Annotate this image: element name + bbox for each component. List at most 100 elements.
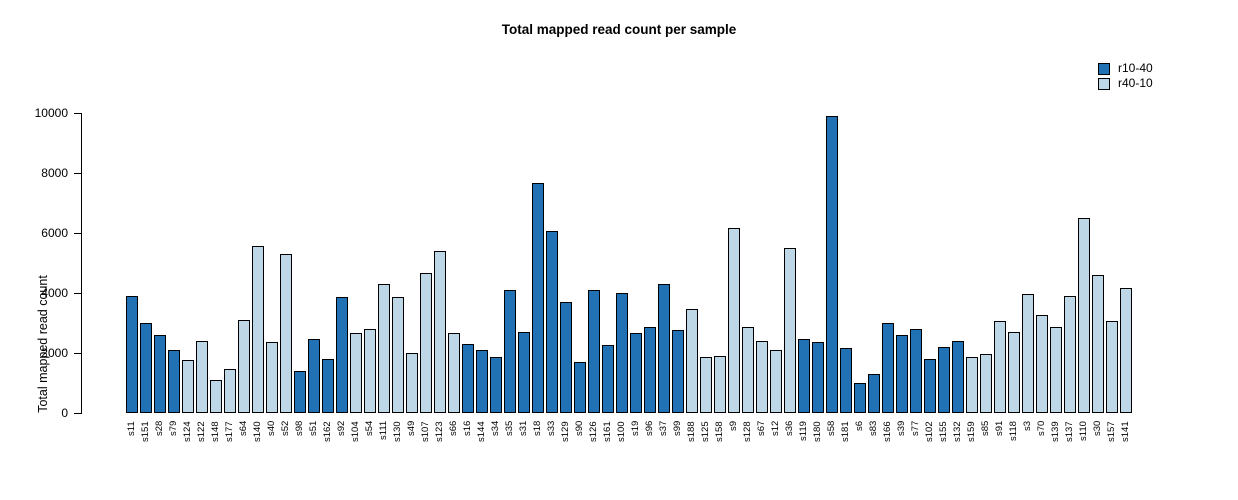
bar-cell: s51 xyxy=(307,113,321,436)
bar-cell: s157 xyxy=(1105,113,1119,442)
x-axis-label: s77 xyxy=(910,421,921,437)
x-axis-label: s180 xyxy=(812,421,823,442)
x-axis-label: s155 xyxy=(938,421,949,442)
bar-cell: s151 xyxy=(139,113,153,442)
y-tick xyxy=(74,413,81,414)
legend-item: r10-40 xyxy=(1098,61,1153,76)
x-axis-label: s83 xyxy=(868,421,879,437)
x-axis-label: s12 xyxy=(770,421,781,437)
bar-cell: s92 xyxy=(335,113,349,436)
bar-cell: s19 xyxy=(629,113,643,436)
x-axis-label: s162 xyxy=(322,421,333,442)
x-axis-label: s51 xyxy=(308,421,319,437)
y-tick-label: 4000 xyxy=(41,286,68,300)
bar-s162 xyxy=(322,359,334,413)
bar-s111 xyxy=(378,284,390,413)
bar-s37 xyxy=(658,284,670,413)
bar-cell: s9 xyxy=(727,113,741,431)
x-axis-label: s100 xyxy=(616,421,627,442)
bar-s110 xyxy=(1078,218,1090,413)
x-axis-label: s144 xyxy=(476,421,487,442)
x-axis-label: s35 xyxy=(504,421,515,437)
bar-s11 xyxy=(126,296,138,413)
bar-cell: s33 xyxy=(545,113,559,436)
bar-s70 xyxy=(1036,315,1048,413)
bar-cell: s161 xyxy=(601,113,615,442)
bar-s31 xyxy=(518,332,530,413)
bar-s33 xyxy=(546,231,558,413)
bar-s132 xyxy=(952,341,964,413)
bar-s91 xyxy=(994,321,1006,413)
bar-cell: s64 xyxy=(237,113,251,436)
bar-s18 xyxy=(532,183,544,413)
bar-cell: s35 xyxy=(503,113,517,436)
x-axis-label: s102 xyxy=(924,421,935,442)
y-tick xyxy=(74,233,81,234)
bar-cell: s137 xyxy=(1063,113,1077,442)
bar-s100 xyxy=(616,293,628,413)
bar-cell: s91 xyxy=(993,113,1007,436)
x-axis-label: s49 xyxy=(406,421,417,437)
bar-cell: s85 xyxy=(979,113,993,436)
bar-s30 xyxy=(1092,275,1104,413)
x-axis-label: s79 xyxy=(168,421,179,437)
x-axis-label: s40 xyxy=(266,421,277,437)
x-axis-label: s67 xyxy=(756,421,767,437)
bar-s159 xyxy=(966,357,978,413)
bar-cell: s96 xyxy=(643,113,657,436)
bar-cell: s39 xyxy=(895,113,909,436)
bar-cell: s129 xyxy=(559,113,573,442)
x-axis-label: s188 xyxy=(686,421,697,442)
bar-cell: s119 xyxy=(797,113,811,441)
bar-s122 xyxy=(196,341,208,413)
bar-s54 xyxy=(364,329,376,413)
x-axis-label: s129 xyxy=(560,421,571,442)
bar-s67 xyxy=(756,341,768,413)
plot-area: s11 s151 s28 s79 s124 s122 s148 s177 s64 s140 s40 s… xyxy=(125,113,1133,442)
bar-s125 xyxy=(700,357,712,413)
bar-s58 xyxy=(826,116,838,413)
bar-cell: s144 xyxy=(475,113,489,442)
bar-cell: s34 xyxy=(489,113,503,436)
x-axis-label: s85 xyxy=(980,421,991,437)
bar-s128 xyxy=(742,327,754,413)
x-axis-label: s107 xyxy=(420,421,431,442)
x-axis-label: s16 xyxy=(462,421,473,437)
x-axis-label: s126 xyxy=(588,421,599,442)
x-axis-label: s30 xyxy=(1092,421,1103,437)
y-tick xyxy=(74,173,81,174)
bar-cell: s180 xyxy=(811,113,825,442)
bar-cell: s159 xyxy=(965,113,979,442)
bar-s144 xyxy=(476,350,488,413)
bar-cell: s118 xyxy=(1007,113,1021,441)
y-tick xyxy=(74,353,81,354)
bar-s181 xyxy=(840,348,852,413)
x-axis-label: s111 xyxy=(378,421,389,441)
bar-cell: s188 xyxy=(685,113,699,442)
x-axis-label: s19 xyxy=(630,421,641,437)
bar-s118 xyxy=(1008,332,1020,413)
x-axis-label: s3 xyxy=(1022,421,1033,432)
x-axis-label: s34 xyxy=(490,421,501,437)
x-axis-label: s140 xyxy=(252,421,263,442)
x-axis-label: s18 xyxy=(532,421,543,437)
bar-cell: s126 xyxy=(587,113,601,442)
legend-label: r40-10 xyxy=(1118,76,1153,90)
bar-s180 xyxy=(812,342,824,413)
x-axis-label: s96 xyxy=(644,421,655,437)
bar-cell: s122 xyxy=(195,113,209,442)
x-axis-label: s159 xyxy=(966,421,977,442)
y-tick xyxy=(74,293,81,294)
x-axis-label: s6 xyxy=(854,421,865,432)
bar-s104 xyxy=(350,333,362,413)
bar-cell: s3 xyxy=(1021,113,1035,431)
x-axis-label: s148 xyxy=(210,421,221,442)
bar-cell: s31 xyxy=(517,113,531,436)
x-axis-label: s52 xyxy=(280,421,291,437)
bar-cell: s123 xyxy=(433,113,447,442)
legend: r10-40 r40-10 xyxy=(1098,61,1153,91)
x-axis-label: s37 xyxy=(658,421,669,437)
x-axis-label: s28 xyxy=(154,421,165,437)
y-tick-label: 6000 xyxy=(41,226,68,240)
bar-s16 xyxy=(462,344,474,413)
